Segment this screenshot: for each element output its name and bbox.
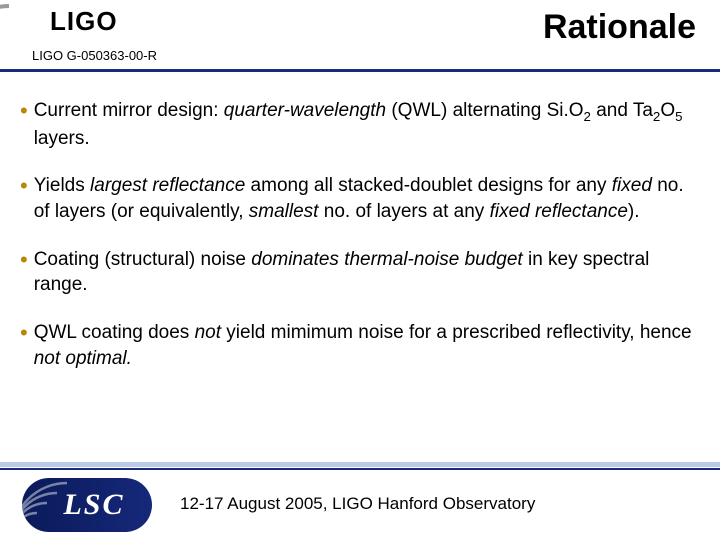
bullet-dot-icon: • [20,98,28,151]
bullet-dot-icon: • [20,173,28,224]
footer-text: 12-17 August 2005, LIGO Hanford Observat… [180,494,535,514]
slide-body: • Current mirror design: quarter-wavelen… [0,72,720,371]
bullet-text: QWL coating does not yield mimimum noise… [34,320,700,371]
bullet-item: • Current mirror design: quarter-wavelen… [20,98,700,151]
lsc-logo: LSC [22,478,152,532]
bullet-dot-icon: • [20,320,28,371]
bullet-item: • Yields largest reflectance among all s… [20,173,700,224]
bullet-dot-icon: • [20,247,28,298]
slide-header: LIGO LIGO G-050363-00-R Rationale [0,0,720,72]
bullet-item: • QWL coating does not yield mimimum noi… [20,320,700,371]
bullet-item: • Coating (structural) noise dominates t… [20,247,700,298]
bullet-text: Yields largest reflectance among all sta… [34,173,700,224]
footer-accent-strip [0,462,720,467]
slide-footer: LSC 12-17 August 2005, LIGO Hanford Obse… [0,468,720,540]
bullet-text: Coating (structural) noise dominates the… [34,247,700,298]
ligo-logo-text: LIGO [50,6,118,37]
lsc-logo-text: LSC [63,488,124,522]
slide-title: Rationale [543,8,696,47]
document-id: LIGO G-050363-00-R [32,48,157,63]
bullet-text: Current mirror design: quarter-wavelengt… [34,98,700,151]
